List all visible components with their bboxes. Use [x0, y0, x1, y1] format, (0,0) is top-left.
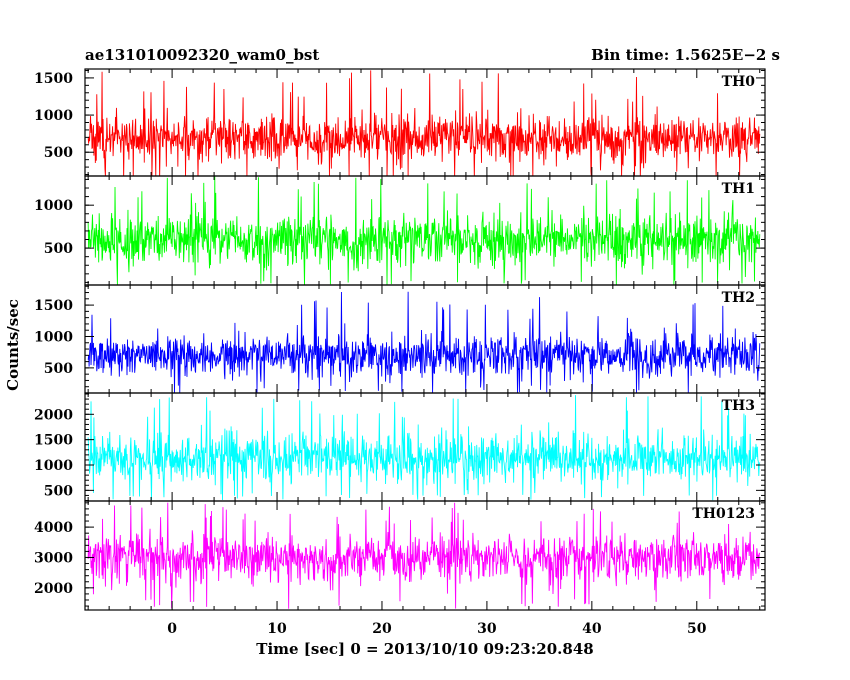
- panel-label-th0: TH0: [722, 74, 756, 90]
- panel-th0123: 2000 3000 4000 TH0123: [34, 500, 766, 611]
- y-tick-label: 1000: [34, 458, 73, 474]
- y-tick-label: 2000: [34, 581, 73, 597]
- y-tick-label: 1500: [34, 71, 73, 87]
- y-tick-label: 1000: [34, 108, 73, 124]
- panel-label-th3: TH3: [722, 398, 755, 414]
- panel-label-th0123: TH0123: [692, 506, 755, 522]
- series-th1-line: [87, 176, 761, 285]
- x-tick-label: 30: [477, 621, 497, 637]
- series-th2-line: [87, 291, 761, 393]
- panel-th0: 500 1000 1500 TH0: [34, 68, 766, 177]
- panel-label-th2: TH2: [722, 290, 755, 306]
- y-tick-label: 1000: [34, 329, 73, 345]
- x-tick-label: 40: [582, 621, 602, 637]
- panel-label-th1: TH1: [722, 181, 755, 197]
- bin-time-label: Bin time: 1.5625E−2 s: [591, 46, 780, 64]
- y-axis-label: Counts/sec: [4, 299, 22, 391]
- panel-th3: 500 1000 1500 2000 TH3: [34, 392, 766, 502]
- y-tick-label: 1500: [34, 433, 73, 449]
- series-th3-line: [87, 395, 761, 501]
- chart-title: ae131010092320_wam0_bst: [85, 46, 319, 64]
- x-tick-label: 20: [372, 621, 392, 637]
- y-tick-label: 1500: [34, 298, 73, 314]
- y-tick-label: 500: [44, 361, 73, 377]
- x-axis-label: Time [sec] 0 = 2013/10/10 09:23:20.848: [256, 640, 593, 658]
- y-tick-label: 2000: [34, 407, 73, 423]
- y-tick-label: 4000: [34, 520, 73, 536]
- series-th0-line: [87, 70, 761, 176]
- y-tick-label: 500: [44, 241, 73, 257]
- y-tick-label: 500: [44, 145, 73, 161]
- x-tick-label: 0: [167, 621, 177, 637]
- panel-th1: 500 1000 TH1: [34, 175, 766, 286]
- y-tick-label: 3000: [34, 550, 73, 566]
- series-th0123-line: [87, 502, 761, 609]
- y-tick-label: 1000: [34, 198, 73, 214]
- panel-th2: 500 1000 1500 TH2: [34, 284, 766, 394]
- panel-frame: [84, 500, 766, 611]
- y-tick-label: 500: [44, 483, 73, 499]
- x-tick-label: 10: [267, 621, 287, 637]
- x-tick-label: 50: [687, 621, 707, 637]
